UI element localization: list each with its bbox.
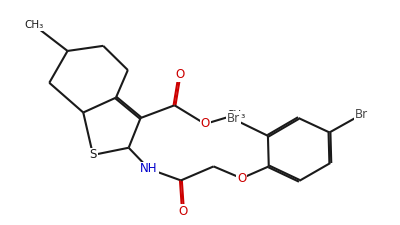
Text: Br: Br <box>355 108 368 121</box>
Text: O: O <box>237 172 246 185</box>
Text: CH₃: CH₃ <box>25 20 44 30</box>
Text: O: O <box>178 205 188 218</box>
Text: S: S <box>89 148 97 162</box>
Text: H: H <box>145 162 154 176</box>
Text: O: O <box>175 68 184 81</box>
Text: O: O <box>200 117 210 130</box>
Text: Br: Br <box>226 112 240 125</box>
Text: NH: NH <box>140 162 158 176</box>
Text: CH₃: CH₃ <box>226 110 246 120</box>
